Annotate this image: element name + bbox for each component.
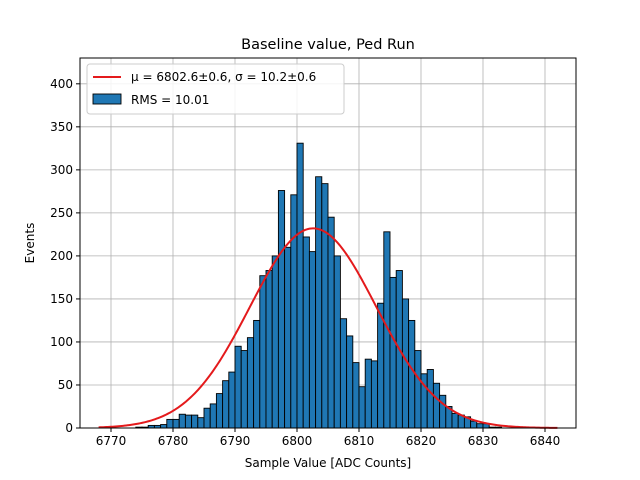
histogram-bar [321, 183, 329, 429]
legend-histogram-label: RMS = 10.01 [131, 93, 209, 107]
histogram-bar [315, 176, 323, 429]
legend-box [86, 63, 345, 115]
histogram-bar [160, 424, 168, 429]
y-tick-label: 200 [50, 249, 73, 263]
histogram-bar [432, 382, 441, 429]
histogram-bar [240, 350, 248, 429]
x-tick-label: 6780 [158, 434, 189, 448]
histogram-bar [253, 319, 261, 429]
x-tick-label: 6820 [406, 434, 437, 448]
histogram-bar [370, 360, 379, 429]
histogram-bar [439, 394, 447, 429]
histogram-bar [389, 276, 397, 429]
histogram-bar [277, 190, 286, 429]
legend-histogram-swatch [92, 93, 122, 105]
y-tick-label: 350 [50, 120, 73, 134]
x-axis-ticks: 6770 6780 6790 6800 6810 6820 6830 6840 [96, 428, 561, 448]
histogram-bar [234, 345, 242, 429]
plot-frame [79, 57, 577, 429]
histogram-bar [308, 251, 317, 429]
y-tick-label: 50 [58, 378, 73, 392]
histogram-bar [209, 403, 217, 429]
histogram-bar [271, 255, 279, 429]
x-tick-label: 6790 [220, 434, 251, 448]
histogram-bar [197, 417, 205, 429]
x-tick-label: 6830 [468, 434, 499, 448]
histogram-bar [215, 393, 224, 429]
histogram-bar [352, 362, 360, 429]
histogram-bar [172, 418, 180, 429]
histogram-bar [339, 318, 348, 429]
histogram-bar [470, 420, 478, 429]
histogram-bar [414, 350, 422, 429]
histogram-bar [426, 369, 434, 429]
legend: μ = 6802.6±0.6, σ = 10.2±0.6 RMS = 10.01 [86, 63, 345, 115]
x-tick-label: 6800 [282, 434, 313, 448]
y-tick-label: 300 [50, 163, 73, 177]
histogram-bar [222, 380, 230, 429]
histogram-bar [290, 194, 298, 429]
histogram-bar [191, 414, 199, 429]
chart-title: Baseline value, Ped Run [241, 37, 415, 53]
histogram-bar [228, 371, 236, 429]
histogram-bar [296, 142, 304, 429]
histogram-bar [184, 414, 193, 429]
y-tick-label: 150 [50, 292, 73, 306]
y-axis-ticks: 0 50 100 150 200 250 300 350 400 [50, 77, 80, 435]
histogram-bar [476, 423, 484, 429]
histogram-bar [259, 275, 267, 429]
histogram-bar [203, 407, 211, 429]
x-tick-label: 6770 [96, 434, 127, 448]
histogram-bar [377, 302, 385, 429]
x-tick-label: 6810 [344, 434, 375, 448]
histogram-bar [358, 386, 366, 429]
histogram-bar [333, 255, 341, 429]
histogram-bar [364, 358, 372, 429]
y-axis-label: Events [23, 223, 37, 264]
histogram-bar [265, 270, 273, 429]
histogram-bar [302, 236, 310, 429]
x-axis-label: Sample Value [ADC Counts] [245, 456, 411, 470]
legend-fit-label: μ = 6802.6±0.6, σ = 10.2±0.6 [131, 70, 316, 84]
y-tick-label: 0 [65, 421, 73, 435]
histogram-bars [135, 142, 503, 429]
y-tick-label: 400 [50, 77, 73, 91]
histogram-bar [408, 319, 416, 429]
histogram-bar [246, 337, 255, 429]
histogram-bar [346, 335, 354, 429]
histogram-bar [451, 412, 459, 429]
histogram-bar [166, 418, 174, 429]
histogram-bar [327, 216, 335, 429]
histogram-bar [284, 246, 292, 429]
histogram-bar [178, 413, 186, 429]
x-tick-label: 6840 [530, 434, 561, 448]
y-tick-label: 100 [50, 335, 73, 349]
gaussian-fit-curve [98, 227, 558, 429]
y-tick-label: 250 [50, 206, 73, 220]
